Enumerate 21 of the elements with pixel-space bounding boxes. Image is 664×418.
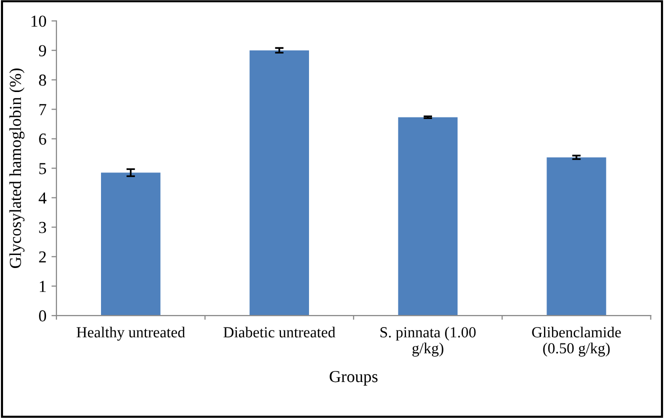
bar — [250, 50, 310, 316]
y-tick-label: 8 — [39, 74, 46, 86]
y-tick-label: 1 — [40, 280, 46, 292]
bar — [546, 157, 606, 316]
y-tick-label: 10 — [32, 16, 46, 27]
x-tick-label: S. pinnata (1.00 g/kg) — [380, 326, 476, 357]
x-tick-label: Healthy untreated — [76, 326, 186, 341]
y-axis-title: Glycosylated hamoglobin (%) — [9, 68, 24, 268]
y-tick-label: 2 — [39, 251, 46, 262]
bar — [398, 117, 458, 316]
y-tick-label: 6 — [39, 134, 46, 145]
y-tick-label: 0 — [39, 310, 46, 322]
y-tick-label: 9 — [38, 45, 46, 56]
y-tick-label: 5 — [39, 163, 46, 174]
x-tick-label: Glibenclamide (0.50 g/kg) — [532, 326, 621, 357]
bar — [101, 172, 160, 316]
y-tick-label: 4 — [38, 192, 46, 204]
x-tick-label: Diabetic untreated — [224, 326, 336, 338]
x-axis-title: Groups — [330, 370, 378, 386]
y-tick-label: 7 — [39, 104, 46, 116]
y-tick-label: 3 — [39, 222, 46, 234]
